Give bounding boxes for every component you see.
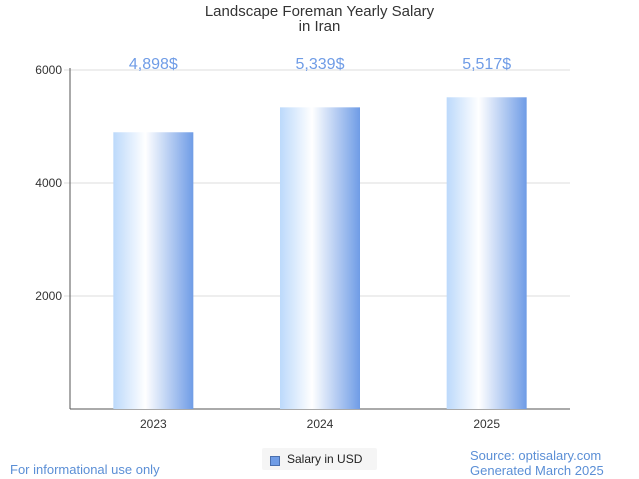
legend-label: Salary in USD [287,452,363,466]
data-label-2023: 4,898$ [129,56,178,73]
y-tick-label: 2000 [35,289,62,303]
y-tick-label: 4000 [35,176,62,190]
disclaimer-text: For informational use only [10,462,160,477]
y-tick-label: 6000 [35,63,62,77]
bar-2024[interactable] [280,107,360,409]
chart-title-line2: in Iran [298,18,341,35]
x-tick-label: 2023 [140,417,167,431]
data-label-2025: 5,517$ [462,56,511,73]
bar-2025[interactable] [446,97,527,410]
chart-legend[interactable]: Salary in USD [262,448,377,470]
chart-title-line1: Landscape Foreman Yearly Salary [204,3,435,20]
data-label-2024: 5,339$ [296,56,345,73]
source-text: Source: optisalary.com [470,448,602,463]
legend-swatch [270,456,280,466]
x-tick-label: 2025 [473,417,500,431]
x-tick-label: 2024 [307,417,334,431]
bar-2023[interactable] [113,132,194,409]
generated-text: Generated March 2025 [470,463,604,478]
